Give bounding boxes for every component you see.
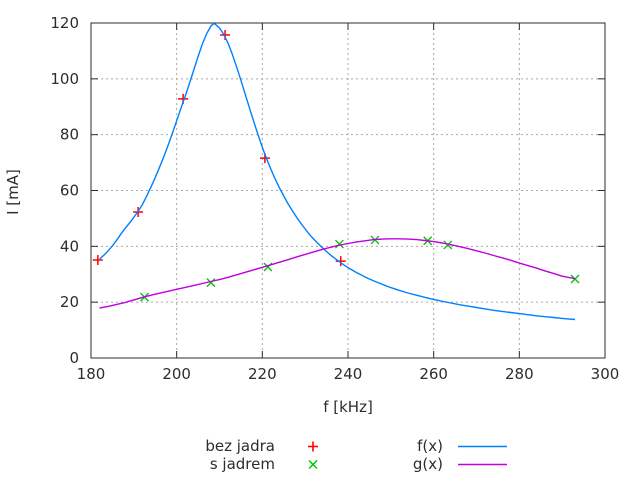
times-marker-icon <box>206 278 216 288</box>
legend-label-gx: g(x) <box>412 455 443 473</box>
x-tick-label: 300 <box>591 365 620 383</box>
y-tick-label: 20 <box>60 293 79 311</box>
series-curve-2 <box>99 22 576 321</box>
x-tick-label: 200 <box>162 365 191 383</box>
y-tick-label: 60 <box>60 182 79 200</box>
x-tick-label: 180 <box>77 365 106 383</box>
y-tick-label: 40 <box>60 237 79 255</box>
x-tick-label: 240 <box>334 365 363 383</box>
legend-line-gx-icon <box>458 456 507 473</box>
legend-label-bez-jadra: bez jadra <box>205 437 275 455</box>
series-curve-3 <box>99 238 576 309</box>
y-tick-label: 0 <box>69 349 79 367</box>
plus-marker-icon <box>302 438 324 455</box>
legend-label-s-jadrem: s jadrem <box>209 455 275 473</box>
y-tick-label: 120 <box>50 14 79 32</box>
x-tick-label: 220 <box>248 365 277 383</box>
x-tick-label: 260 <box>419 365 448 383</box>
plus-marker-icon <box>92 255 103 266</box>
times-marker-icon <box>570 274 580 284</box>
legend-label-fx: f(x) <box>417 437 443 455</box>
times-marker-icon <box>302 456 324 473</box>
legend-line-fx-icon <box>458 438 507 455</box>
y-tick-label: 100 <box>50 70 79 88</box>
y-axis-label: I [mA] <box>4 169 22 215</box>
plus-marker-icon <box>335 256 346 267</box>
y-tick-label: 80 <box>60 126 79 144</box>
times-marker-icon <box>334 239 344 249</box>
times-marker-icon <box>443 240 453 250</box>
x-tick-label: 280 <box>505 365 534 383</box>
x-axis-label: f [kHz] <box>323 398 373 416</box>
